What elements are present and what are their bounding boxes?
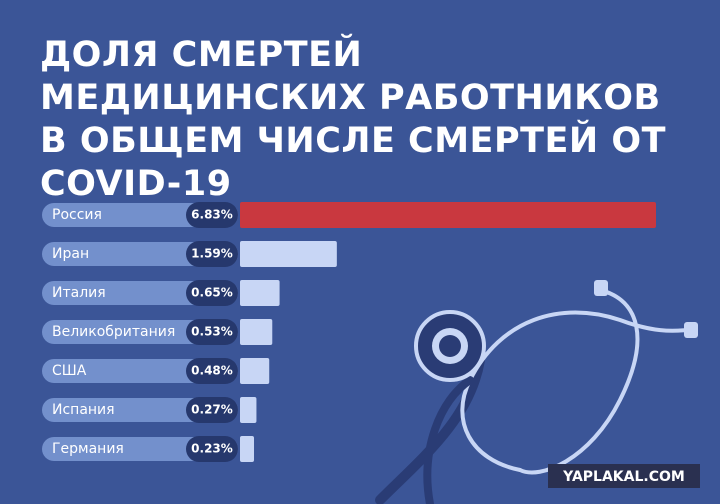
category-label: Россия [52,207,102,223]
bar [240,280,280,306]
category-label: Великобритания [52,324,175,340]
stethoscope [375,280,698,504]
watermark: YAPLAKAL.COM [562,469,685,485]
bar [240,397,257,423]
value-label: 0.65% [191,286,233,300]
value-label: 6.83% [191,208,233,222]
value-pill [186,280,238,306]
category-label: США [52,363,87,379]
chart-title: ДОЛЯ СМЕРТЕЙ МЕДИЦИНСКИХ РАБОТНИКОВ В ОБ… [40,35,667,204]
value-label: 0.48% [191,364,233,378]
bar [240,241,337,267]
value-pill [186,436,238,462]
value-pill [186,358,238,384]
bar [240,358,270,384]
value-label: 0.23% [191,442,233,456]
value-label: 0.27% [191,403,233,417]
category-label: Италия [52,285,106,301]
value-pill [186,241,238,267]
value-pill [186,397,238,423]
category-label: Иран [52,246,89,262]
value-pill [186,319,238,345]
category-label: Испания [52,402,115,418]
value-label: 0.53% [191,325,233,339]
value-label: 1.59% [191,247,233,261]
bar [240,202,656,228]
watermark-box [548,464,700,488]
bar [240,319,273,345]
value-pill [186,202,238,228]
category-label: Германия [52,441,124,457]
bar [240,436,255,462]
